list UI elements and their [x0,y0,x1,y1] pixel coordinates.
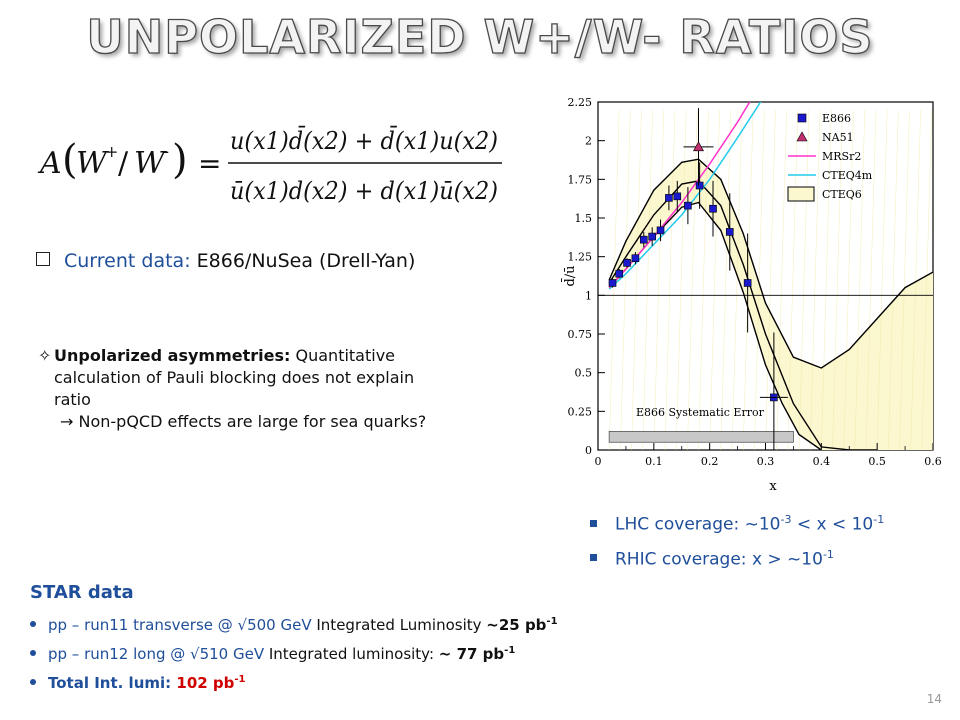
star-item-total: Total Int. lumi: 102 pb-1 [30,667,730,696]
svg-text:): ) [172,137,188,183]
y-tick-label: 2.25 [568,96,593,109]
legend-label: NA51 [822,131,854,144]
e866-point [631,254,640,263]
legend-cteq6-swatch [787,186,815,202]
legend-label: CTEQ6 [822,188,862,201]
formula-minus: - [163,141,169,162]
e866-point [725,228,734,236]
dbar-ubar-ratio-chart: 0 0.1 0.2 0.3 0.4 0.5 0.6 0 0.25 0.5 0.75 1 1.25 1.5 1… [561,96,942,494]
unpolarized-text1: Quantitative [290,346,396,365]
star-item-run12: pp – run12 long @ √510 GeV Integrated lu… [30,638,730,667]
formula-slash: / [118,146,129,181]
unpolarized-bold: Unpolarized asymmetries: [54,346,291,365]
x-tick-label: 0 [595,455,602,468]
cteq6-band [609,159,933,450]
x-axis-label: x [769,479,777,494]
e866-point [695,181,704,190]
formula-numerator: u(x1)d̄(x2) + d̄(x1)u(x2) [230,126,498,155]
unpolarized-arrow-text: → Non-pQCD effects are large for sea qua… [60,412,427,431]
legend-label: MRSr2 [822,150,861,163]
e866-point [639,235,648,244]
y-tick-label: 0.5 [575,367,593,380]
na51-point [692,141,705,152]
dot-bullet-icon [30,621,36,627]
y-tick-label: 1.25 [568,251,593,264]
e866-point [665,194,673,202]
legend-label: E866 [822,112,851,125]
page-number: 14 [926,692,942,706]
e866-point [743,279,752,287]
e866-point [608,279,617,287]
formula-plus: + [105,142,118,161]
current-data-bullet: Current data: E866/NuSea (Drell-Yan) [36,250,415,272]
star-bullet-icon: ✧ [38,346,52,365]
systematic-error-band [608,431,794,443]
cteq6-upper-curve [608,158,933,369]
y-tick-label: 1 [585,289,592,302]
formula-W2: W [134,146,167,181]
coverage-list: LHC coverage: ~10-3 < x < 10-1 RHIC cove… [590,505,884,574]
formula-w-ratio: A ( W + / W - ) = u(x1)d̄(x2) + d̄(x1)u(… [37,126,502,205]
slide-title: UNPOLARIZED W+/W- RATIOS [86,9,874,64]
y-tick-label: 1.5 [575,212,593,225]
formula-A: A [37,146,62,181]
e866-point [709,204,717,213]
e866-point [648,232,656,241]
lhc-coverage: LHC coverage: ~10-3 < x < 10-1 [590,505,884,540]
e866-point [684,201,692,210]
dot-bullet-icon [30,679,36,685]
square-bullet-icon [590,554,597,562]
formula-W1: W [76,146,109,181]
mrsr2-curve [608,102,751,289]
unpolarized-asymmetries-note: ✧ Unpolarized asymmetries: Quantitative c… [38,345,518,433]
legend-label: CTEQ4m [822,169,873,182]
square-bullet-icon [590,519,597,527]
x-tick-label: 0.6 [924,455,942,468]
svg-text:(: ( [62,137,78,183]
star-item-run11: pp – run11 transverse @ √500 GeV Integra… [30,609,730,638]
cteq4m-curve [608,102,762,290]
y-axis-label: d̄/ū [561,265,578,286]
legend-e866-swatch [797,113,807,123]
rhic-coverage: RHIC coverage: x > ~10-1 [590,540,884,575]
star-data-section: STAR data pp – run11 transverse @ √500 G… [30,582,730,696]
y-tick-label: 1.75 [568,173,593,186]
e866-point [623,259,631,267]
star-data-title: STAR data [30,582,134,603]
current-data-value: E866/NuSea (Drell-Yan) [196,250,416,272]
x-tick-label: 0.2 [701,455,719,468]
systematic-error-annotation: E866 Systematic Error [636,406,765,419]
y-tick-label: 0.25 [568,405,593,418]
e866-point [656,226,665,235]
e866-point [615,269,624,278]
x-tick-label: 0.4 [813,455,831,468]
e866-point [673,192,682,201]
y-tick-label: 0 [585,444,592,457]
formula-denominator: ū(x1)d(x2) + d(x1)ū(x2) [230,177,498,205]
dot-bullet-icon [30,650,36,656]
x-tick-label: 0.3 [757,455,775,468]
unpolarized-text2: calculation of Pauli blocking does not e… [54,368,415,387]
unpolarized-text3: ratio [54,390,91,409]
x-tick-label: 0.1 [645,455,663,468]
legend-na51-swatch [796,131,808,142]
x-tick-label: 0.5 [868,455,886,468]
current-data-label: Current data: [64,250,191,272]
checkbox-bullet-icon [36,252,50,266]
y-tick-label: 2 [585,135,592,148]
formula-eq: = [198,147,221,180]
y-tick-label: 0.75 [568,328,593,341]
